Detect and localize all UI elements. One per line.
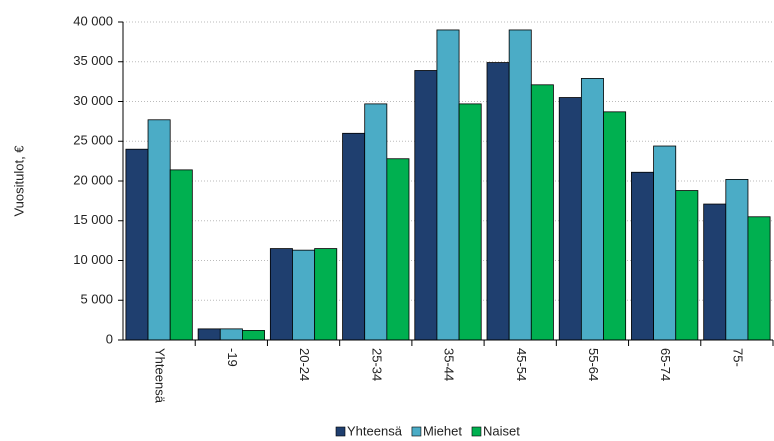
bar — [675, 190, 699, 341]
bar — [386, 158, 410, 341]
bar — [125, 148, 149, 341]
bar — [486, 62, 510, 341]
bar — [197, 328, 221, 341]
y-tick-label: 30 000 — [73, 93, 113, 108]
x-tick-label: Yhteensä — [153, 348, 168, 404]
bar — [631, 171, 654, 341]
x-tick-label: -19 — [225, 348, 240, 367]
bar — [436, 29, 460, 341]
x-tick-label: 20-24 — [297, 348, 312, 381]
legend-swatch — [411, 426, 422, 437]
bar — [747, 216, 771, 341]
legend-swatch — [471, 426, 482, 437]
x-tick-label: 65-74 — [658, 348, 673, 381]
bar — [508, 29, 532, 341]
bar — [269, 248, 293, 341]
bar — [414, 70, 438, 341]
y-tick-label: 40 000 — [73, 13, 113, 28]
legend-swatch — [335, 426, 346, 437]
bar — [242, 330, 265, 341]
bar — [458, 103, 482, 341]
bar — [703, 203, 727, 341]
y-tick-label: 15 000 — [73, 212, 113, 227]
x-tick-label: 55-64 — [586, 348, 601, 381]
y-tick-label: 0 — [106, 331, 113, 346]
bar — [314, 248, 338, 341]
bar — [725, 179, 749, 341]
bar — [653, 145, 677, 341]
x-tick-label: 45-54 — [514, 348, 529, 381]
y-tick-label: 5 000 — [80, 292, 113, 307]
bar — [558, 97, 582, 341]
y-tick-label: 10 000 — [73, 252, 113, 267]
bar — [342, 132, 366, 341]
y-tick-label: 35 000 — [73, 53, 113, 68]
x-tick-label: 35-44 — [442, 348, 457, 381]
bar — [530, 84, 554, 341]
bar — [169, 169, 193, 341]
legend-label: Yhteensä — [347, 423, 403, 438]
x-tick-label: 75- — [730, 348, 745, 367]
legend-label: Miehet — [423, 423, 462, 438]
x-tick-label: 25-34 — [369, 348, 384, 381]
legend-label: Naiset — [483, 423, 520, 438]
y-axis-label: Vuositulot, € — [11, 145, 26, 217]
bar — [219, 328, 243, 341]
bar — [603, 111, 627, 341]
bar — [292, 249, 316, 341]
y-tick-label: 20 000 — [73, 172, 113, 187]
bar — [147, 119, 171, 341]
bar — [580, 78, 604, 341]
bar — [364, 103, 388, 341]
y-tick-label: 25 000 — [73, 133, 113, 148]
